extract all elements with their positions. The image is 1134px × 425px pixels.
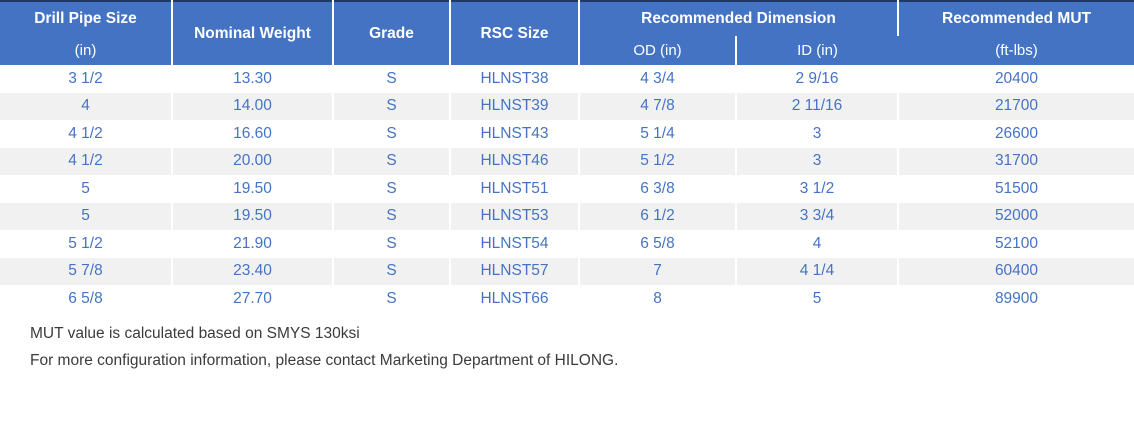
note-contact: For more configuration information, plea… [30, 351, 619, 369]
table-cell: HLNST57 [450, 257, 580, 285]
table-cell: 16.60 [172, 120, 334, 148]
table-cell: 6 5/8 [579, 230, 737, 258]
table-cell: HLNST38 [450, 65, 580, 93]
table-cell: 52000 [994, 207, 1039, 225]
table-row: 5 19.50 S HLNST51 6 3/8 3 1/2 51500 [0, 175, 1134, 203]
table-cell: 7 [579, 257, 737, 285]
header-grade: Grade [333, 1, 451, 65]
table-cell: 3 [736, 147, 899, 175]
table-cell: 4 [736, 230, 899, 258]
table-cell: 4 1/2 [0, 120, 173, 148]
table-row: 4 1/2 16.60 S HLNST43 5 1/4 3 26600 [0, 120, 1134, 148]
table-cell: 52100 [994, 234, 1039, 252]
table-row: 5 1/2 21.90 S HLNST54 6 5/8 4 52100 [0, 230, 1134, 258]
table-cell: 31700 [994, 152, 1039, 170]
table-row: 5 19.50 S HLNST53 6 1/2 3 3/4 52000 [0, 202, 1134, 230]
table-cell: 20.00 [172, 147, 334, 175]
table-cell: 5 [0, 175, 173, 203]
table-cell: 27.70 [172, 285, 334, 313]
table-row: 3 1/2 13.30 S HLNST38 4 3/4 2 9/16 20400 [0, 65, 1134, 93]
table-cell: 3 [736, 120, 899, 148]
table-cell: S [333, 257, 451, 285]
header-recommended-dimension: Recommended Dimension [579, 1, 899, 36]
table-cell: 20400 [994, 69, 1039, 87]
table-cell: S [333, 202, 451, 230]
footnotes: MUT value is calculated based on SMYS 13… [30, 320, 1134, 374]
header-recommended-mut-label: Recommended MUT [942, 10, 1091, 27]
table-cell: 89900 [994, 289, 1039, 307]
table-cell: HLNST66 [450, 285, 580, 313]
table-cell: 60400 [994, 262, 1039, 280]
table-cell: HLNST39 [450, 92, 580, 120]
table-cell: 19.50 [172, 202, 334, 230]
table-cell: 8 [579, 285, 737, 313]
note-mut-basis: MUT value is calculated based on SMYS 13… [30, 324, 360, 342]
table-cell: HLNST43 [450, 120, 580, 148]
table-cell: S [333, 65, 451, 93]
header-drill-pipe-size-label: Drill Pipe Size [34, 10, 137, 27]
table-cell: 5 [0, 202, 173, 230]
table-cell: 3 1/2 [736, 175, 899, 203]
table-cell: 19.50 [172, 175, 334, 203]
table-cell: 5 1/4 [579, 120, 737, 148]
table-cell: S [333, 285, 451, 313]
table-cell: 3 1/2 [0, 65, 173, 93]
header-od: OD (in) [579, 35, 737, 65]
header-recommended-mut-unit: (ft-lbs) [995, 42, 1038, 59]
table-cell: 26600 [994, 124, 1039, 142]
table-cell: 5 1/2 [579, 147, 737, 175]
table-cell: 21700 [994, 97, 1039, 115]
table-cell: 5 1/2 [0, 230, 173, 258]
table-cell: 5 [736, 285, 899, 313]
table-cell: HLNST46 [450, 147, 580, 175]
table-cell: HLNST54 [450, 230, 580, 258]
table-cell: S [333, 147, 451, 175]
table-header: Drill Pipe Size (in) Nominal Weight Grad… [0, 1, 1134, 65]
table-cell: 21.90 [172, 230, 334, 258]
table-cell: 4 1/2 [0, 147, 173, 175]
table-cell: 3 3/4 [736, 202, 899, 230]
header-rsc-size: RSC Size [450, 1, 580, 65]
table-cell: 4 [0, 92, 173, 120]
table-cell: 4 3/4 [579, 65, 737, 93]
table-cell: 6 3/8 [579, 175, 737, 203]
table-cell: S [333, 92, 451, 120]
table-cell: 4 7/8 [579, 92, 737, 120]
header-drill-pipe-size: Drill Pipe Size (in) [0, 1, 173, 65]
table-row: 4 1/2 20.00 S HLNST46 5 1/2 3 31700 [0, 147, 1134, 175]
table-cell: 51500 [994, 179, 1039, 197]
table-cell: HLNST53 [450, 202, 580, 230]
table-cell: S [333, 230, 451, 258]
table-cell: 6 1/2 [579, 202, 737, 230]
table-body: 3 1/2 13.30 S HLNST38 4 3/4 2 9/16 20400 4 14.00… [0, 65, 1134, 313]
table-row: 6 5/8 27.70 S HLNST66 8 5 89900 [0, 285, 1134, 313]
table-row: 4 14.00 S HLNST39 4 7/8 2 11/16 21700 [0, 92, 1134, 120]
header-nominal-weight: Nominal Weight [172, 1, 334, 65]
header-id: ID (in) [736, 35, 898, 65]
table-cell: 4 1/4 [736, 257, 899, 285]
table-row: 5 7/8 23.40 S HLNST57 7 4 1/4 60400 [0, 257, 1134, 285]
table-cell: 5 7/8 [0, 257, 173, 285]
table-cell: 23.40 [172, 257, 334, 285]
table-cell: 13.30 [172, 65, 334, 93]
table-cell: 2 9/16 [736, 65, 899, 93]
table-cell: 6 5/8 [0, 285, 173, 313]
header-recommended-mut: Recommended MUT (ft-lbs) [898, 1, 1134, 65]
table-cell: 2 11/16 [736, 92, 899, 120]
drill-pipe-spec-table: Drill Pipe Size (in) Nominal Weight Grad… [0, 0, 1134, 313]
table-cell: HLNST51 [450, 175, 580, 203]
table-cell: S [333, 120, 451, 148]
table-cell: S [333, 175, 451, 203]
header-drill-pipe-size-unit: (in) [74, 42, 97, 59]
table-cell: 14.00 [172, 92, 334, 120]
